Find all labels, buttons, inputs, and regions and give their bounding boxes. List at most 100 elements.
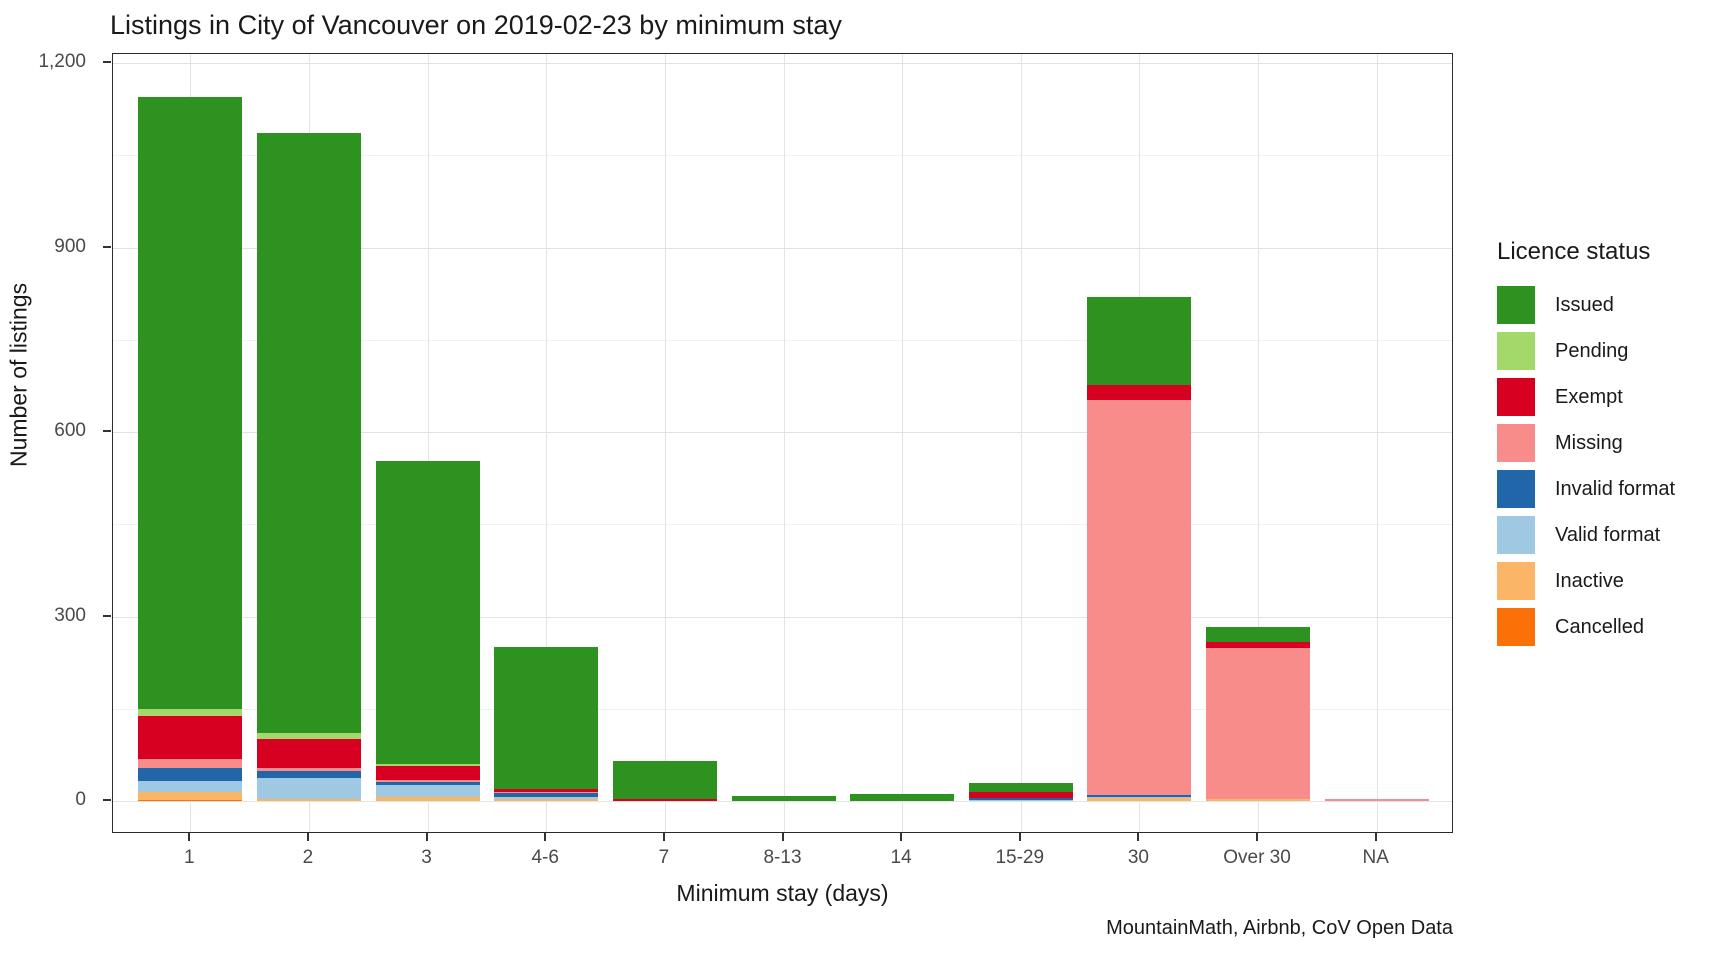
legend-swatch xyxy=(1497,470,1535,508)
x-tick-mark xyxy=(900,833,903,841)
bar-segment-issued xyxy=(494,647,598,789)
legend-swatch xyxy=(1497,286,1535,324)
bar-segment-inactive xyxy=(138,791,242,800)
x-tick-mark xyxy=(781,833,784,841)
y-tick-mark xyxy=(103,614,111,617)
x-tick-label: Over 30 xyxy=(1223,847,1291,868)
bar-segment-missing xyxy=(376,780,480,782)
x-tick-label: 2 xyxy=(302,847,314,868)
legend-swatch xyxy=(1497,378,1535,416)
legend-label: Missing xyxy=(1555,431,1623,454)
y-axis-title: Number of listings xyxy=(5,282,32,467)
bar-segment-missing xyxy=(1087,400,1191,796)
bar-segment-missing xyxy=(138,759,242,769)
y-tick-mark xyxy=(103,799,111,801)
gridline-vertical xyxy=(783,54,785,832)
legend-label: Pending xyxy=(1555,339,1629,362)
bar-segment-invalid-format xyxy=(494,793,598,797)
bar-segment-valid-format xyxy=(494,796,598,800)
x-tick-label: 7 xyxy=(658,847,670,868)
bar-segment-inactive xyxy=(257,799,361,801)
x-tick-label: 1 xyxy=(184,847,195,868)
x-tick-label: NA xyxy=(1362,847,1389,868)
legend-items: Issued Pending Exempt Missing Invalid format… xyxy=(1497,282,1675,650)
legend-item: Cancelled xyxy=(1497,604,1675,650)
gridline-minor xyxy=(113,155,1452,157)
gridline-vertical xyxy=(427,54,429,832)
gridline-minor xyxy=(113,524,1452,526)
x-tick-mark xyxy=(1137,833,1140,841)
bar-segment-exempt xyxy=(494,788,598,792)
bar-segment-valid-format xyxy=(1087,796,1191,799)
x-tick-label: 14 xyxy=(890,847,912,868)
legend-swatch xyxy=(1497,608,1535,646)
source-caption: MountainMath, Airbnb, CoV Open Data xyxy=(1106,917,1453,939)
x-axis: 1 2 3 4-6 7 8-13 14 15-29 30 Over 30 NA xyxy=(112,833,1453,883)
bar-segment-invalid-format xyxy=(376,781,480,785)
legend-item: Exempt xyxy=(1497,374,1675,420)
legend-item: Valid format xyxy=(1497,512,1675,558)
bar-segment-valid-format xyxy=(138,780,242,792)
legend: Licence status Issued Pending Exempt Missin… xyxy=(1497,238,1675,650)
bar-segment-valid-format xyxy=(969,799,1073,802)
x-tick-mark xyxy=(544,833,547,841)
x-tick-mark xyxy=(188,833,191,841)
legend-item: Inactive xyxy=(1497,558,1675,604)
bar-segment-inactive xyxy=(376,796,480,801)
y-tick-mark xyxy=(103,430,111,433)
y-tick-label: 300 xyxy=(54,604,86,626)
bar-segment-issued xyxy=(1087,296,1191,385)
legend-item: Issued xyxy=(1497,282,1675,328)
bar-segment-exempt xyxy=(138,716,242,760)
bar-segment-exempt xyxy=(1206,641,1310,648)
legend-swatch xyxy=(1497,562,1535,600)
gridline-major xyxy=(113,247,1452,249)
x-tick-label: 15-29 xyxy=(995,847,1045,868)
legend-label: Inactive xyxy=(1555,569,1624,592)
y-tick-mark xyxy=(103,245,111,248)
y-tick-label: 1,200 xyxy=(38,51,86,73)
bar-segment-exempt xyxy=(376,765,480,781)
legend-label: Issued xyxy=(1555,293,1614,316)
bar-segment-issued xyxy=(732,796,836,801)
legend-title: Licence status xyxy=(1497,238,1651,265)
bar-segment-issued xyxy=(138,97,242,710)
bar-segment-issued xyxy=(1206,627,1310,642)
gridline-vertical xyxy=(664,54,666,832)
gridline-vertical xyxy=(902,54,904,832)
gridline-minor xyxy=(113,339,1452,341)
bar-segment-issued xyxy=(969,782,1073,792)
bar-segment-pending xyxy=(257,732,361,739)
gridline-major xyxy=(113,616,1452,618)
bar-segment-exempt xyxy=(257,738,361,768)
gridline-major xyxy=(113,63,1452,65)
bar-segment-invalid-format xyxy=(1087,795,1191,797)
bar-segment-inactive xyxy=(494,799,598,801)
gridline-vertical xyxy=(1020,54,1022,832)
x-tick-mark xyxy=(1018,833,1021,841)
x-tick-mark xyxy=(425,833,428,841)
bar-segment-missing xyxy=(257,767,361,771)
plot-panel xyxy=(112,53,1453,833)
x-tick-label: 3 xyxy=(421,847,432,868)
bar-segment-issued xyxy=(376,461,480,765)
y-tick-label: 900 xyxy=(54,235,86,257)
gridline-vertical xyxy=(1376,54,1378,832)
bar-segment-inactive xyxy=(1087,797,1191,801)
x-tick-label: 30 xyxy=(1127,847,1149,868)
x-tick-label: 8-13 xyxy=(763,847,802,868)
gridline-vertical xyxy=(546,54,548,832)
bar-segment-missing xyxy=(1325,798,1429,801)
legend-label: Exempt xyxy=(1555,385,1623,408)
bar-segment-invalid-format xyxy=(969,797,1073,800)
x-tick-mark xyxy=(662,833,665,841)
legend-item: Missing xyxy=(1497,420,1675,466)
bar-segment-exempt xyxy=(1087,384,1191,401)
legend-label: Cancelled xyxy=(1555,615,1644,638)
bar-segment-invalid-format xyxy=(138,768,242,781)
legend-item: Pending xyxy=(1497,328,1675,374)
legend-swatch xyxy=(1497,332,1535,370)
chart-title: Listings in City of Vancouver on 2019-02… xyxy=(110,10,842,40)
bar-segment-issued xyxy=(613,761,717,800)
bar-segment-inactive xyxy=(1206,799,1310,801)
